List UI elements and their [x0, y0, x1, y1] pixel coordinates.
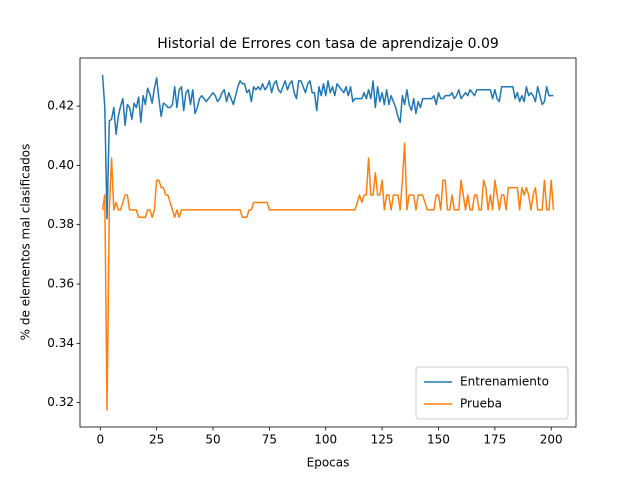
axes-frame	[79, 57, 577, 428]
legend-box	[415, 366, 569, 420]
y-tick-label: 0.38	[47, 217, 74, 231]
x-tick-label: 125	[371, 433, 394, 447]
x-tick-label: 100	[314, 433, 337, 447]
y-tick-label: 0.34	[47, 336, 74, 350]
x-tick-label: 200	[540, 433, 563, 447]
data-line	[101, 74, 554, 220]
x-axis-label: Epocas	[307, 456, 350, 470]
legend-label: Entrenamiento	[460, 375, 549, 389]
y-tick-label: 0.40	[47, 158, 74, 172]
x-tick-label: 25	[149, 433, 164, 447]
data-line	[101, 142, 555, 411]
y-tick-label: 0.42	[47, 99, 74, 113]
chart-title: Historial de Errores con tasa de aprendi…	[157, 36, 499, 52]
x-tick-label: 75	[262, 433, 277, 447]
y-tick-label: 0.36	[47, 277, 74, 291]
y-tick-label: 0.32	[47, 395, 74, 409]
x-tick-label: 0	[96, 433, 104, 447]
legend-label: Prueba	[460, 397, 502, 411]
x-tick-label: 50	[205, 433, 220, 447]
x-tick-label: 175	[483, 433, 506, 447]
y-axis-label: % de elementos mal clasificados	[19, 144, 33, 341]
x-tick-label: 150	[427, 433, 450, 447]
